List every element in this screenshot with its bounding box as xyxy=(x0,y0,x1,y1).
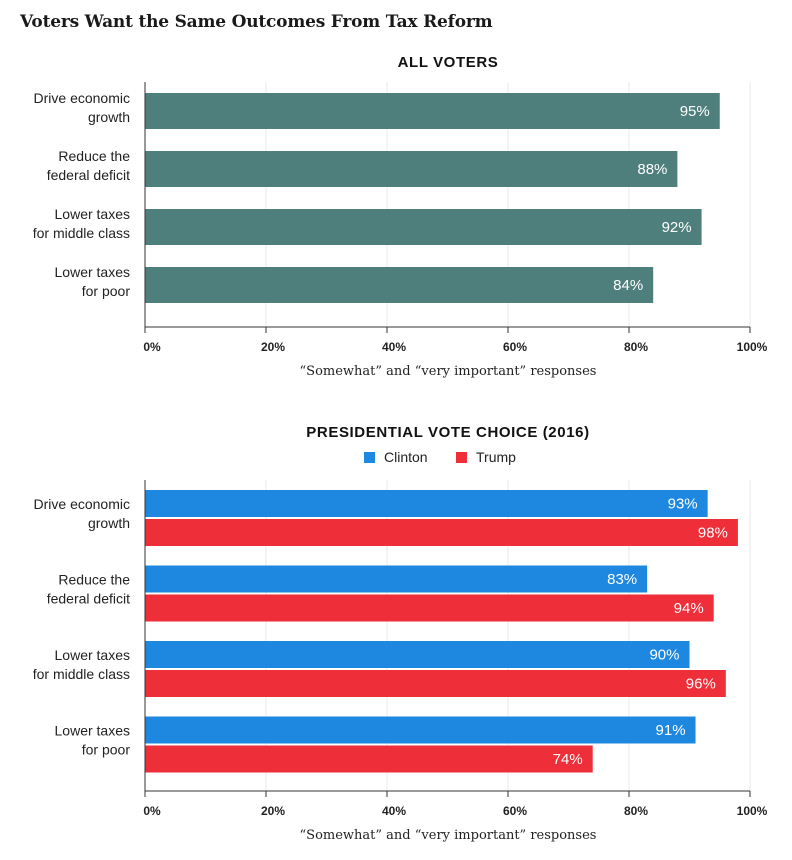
data-label: 96% xyxy=(686,676,716,693)
bar-trump xyxy=(145,670,726,697)
data-label: 98% xyxy=(698,525,728,542)
data-label: 83% xyxy=(607,571,637,588)
bar-clinton xyxy=(145,641,690,668)
category-label: for poor xyxy=(82,742,131,758)
category-label: Drive economic xyxy=(34,496,130,512)
bar xyxy=(145,93,720,129)
chart-title-2: PRESIDENTIAL VOTE CHOICE (2016) xyxy=(306,424,589,441)
x-tick-label: 60% xyxy=(503,804,527,818)
x-axis-title: “Somewhat” and “very important” response… xyxy=(300,828,597,843)
x-tick-label: 40% xyxy=(382,804,406,818)
data-label: 84% xyxy=(613,277,643,294)
category-label: growth xyxy=(88,109,130,125)
data-label: 93% xyxy=(668,496,698,513)
page-title: Voters Want the Same Outcomes From Tax R… xyxy=(20,12,493,32)
data-label: 95% xyxy=(680,103,710,120)
category-label: federal deficit xyxy=(47,167,130,183)
bar xyxy=(145,209,702,245)
bar-clinton xyxy=(145,490,708,517)
x-tick-label: 100% xyxy=(737,340,768,354)
x-tick-label: 20% xyxy=(261,340,285,354)
bar-trump xyxy=(145,594,714,622)
data-label: 92% xyxy=(662,219,692,236)
category-label: Reduce the xyxy=(58,572,130,588)
legend-label-clinton: Clinton xyxy=(384,449,428,465)
x-tick-label: 60% xyxy=(503,340,527,354)
bar xyxy=(145,267,654,303)
legend-swatch-trump xyxy=(456,452,467,463)
category-label: Lower taxes xyxy=(55,206,130,222)
bar-trump xyxy=(145,519,738,546)
category-label: for poor xyxy=(82,283,131,299)
category-label: Lower taxes xyxy=(55,723,130,739)
legend-swatch-clinton xyxy=(364,452,375,463)
x-axis-title: “Somewhat” and “very important” response… xyxy=(300,364,597,379)
x-tick-label: 20% xyxy=(261,804,285,818)
category-label: Lower taxes xyxy=(55,264,130,280)
category-label: for middle class xyxy=(33,225,130,241)
x-tick-label: 100% xyxy=(737,804,768,818)
bar xyxy=(145,151,678,187)
data-label: 94% xyxy=(674,600,704,617)
category-label: Reduce the xyxy=(58,148,130,164)
x-tick-label: 40% xyxy=(382,340,406,354)
bar-trump xyxy=(145,745,593,773)
category-label: for middle class xyxy=(33,666,130,682)
legend-label-trump: Trump xyxy=(476,449,516,465)
data-label: 74% xyxy=(553,751,583,768)
category-label: growth xyxy=(88,515,130,531)
x-tick-label: 80% xyxy=(624,804,648,818)
category-label: Lower taxes xyxy=(55,647,130,663)
category-label: federal deficit xyxy=(47,591,130,607)
bar-clinton xyxy=(145,565,648,593)
bar-clinton xyxy=(145,716,696,744)
data-label: 91% xyxy=(656,722,686,739)
category-label: Drive economic xyxy=(34,90,130,106)
x-tick-label: 0% xyxy=(143,340,161,354)
x-tick-label: 0% xyxy=(143,804,161,818)
chart-title-1: ALL VOTERS xyxy=(398,54,499,71)
data-label: 88% xyxy=(637,161,667,178)
x-tick-label: 80% xyxy=(624,340,648,354)
data-label: 90% xyxy=(649,647,679,664)
